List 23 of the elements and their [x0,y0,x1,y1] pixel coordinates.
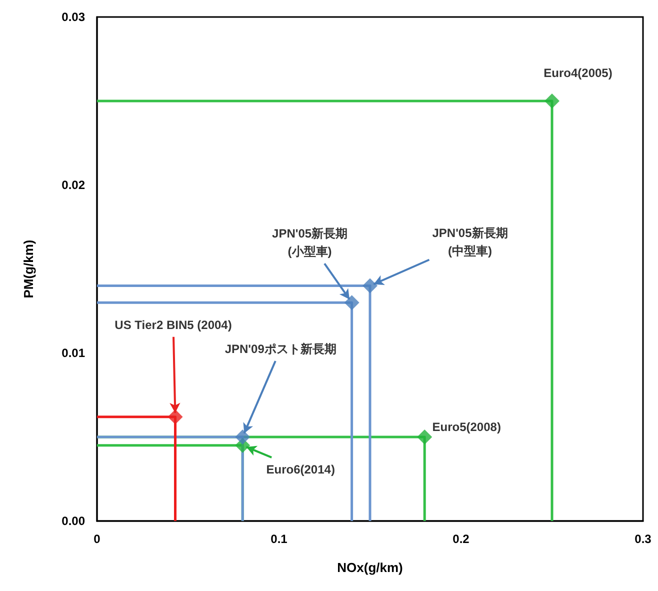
annotation: JPN'09ポスト新長期 [224,342,336,356]
x-tick-label: 0.1 [270,532,288,546]
y-tick-label: 0.01 [62,346,86,360]
y-tick-label: 0.00 [62,514,86,528]
annotation: Euro6(2014) [266,462,335,476]
x-tick-label: 0.3 [634,532,652,546]
point [168,409,183,424]
y-tick-label: 0.03 [62,10,86,24]
y-axis-title: PM(g/km) [21,240,36,298]
point [417,430,432,444]
x-tick-label: 0 [94,532,101,546]
annotation: US Tier2 BIN5 (2004) [114,318,232,332]
annotation: Euro5(2008) [432,420,501,434]
y-tick-label: 0.02 [62,178,86,192]
point [235,430,250,444]
annotation: Euro4(2005) [544,66,612,80]
annotation: JPN'05新長期 (中型車) [432,226,508,258]
point [362,278,378,294]
point [344,295,360,310]
x-axis-title: NOx(g/km) [337,560,403,575]
annotation: JPN'05新長期 (小型車) [272,226,348,259]
point [544,94,560,108]
x-tick-label: 0.2 [452,532,470,546]
